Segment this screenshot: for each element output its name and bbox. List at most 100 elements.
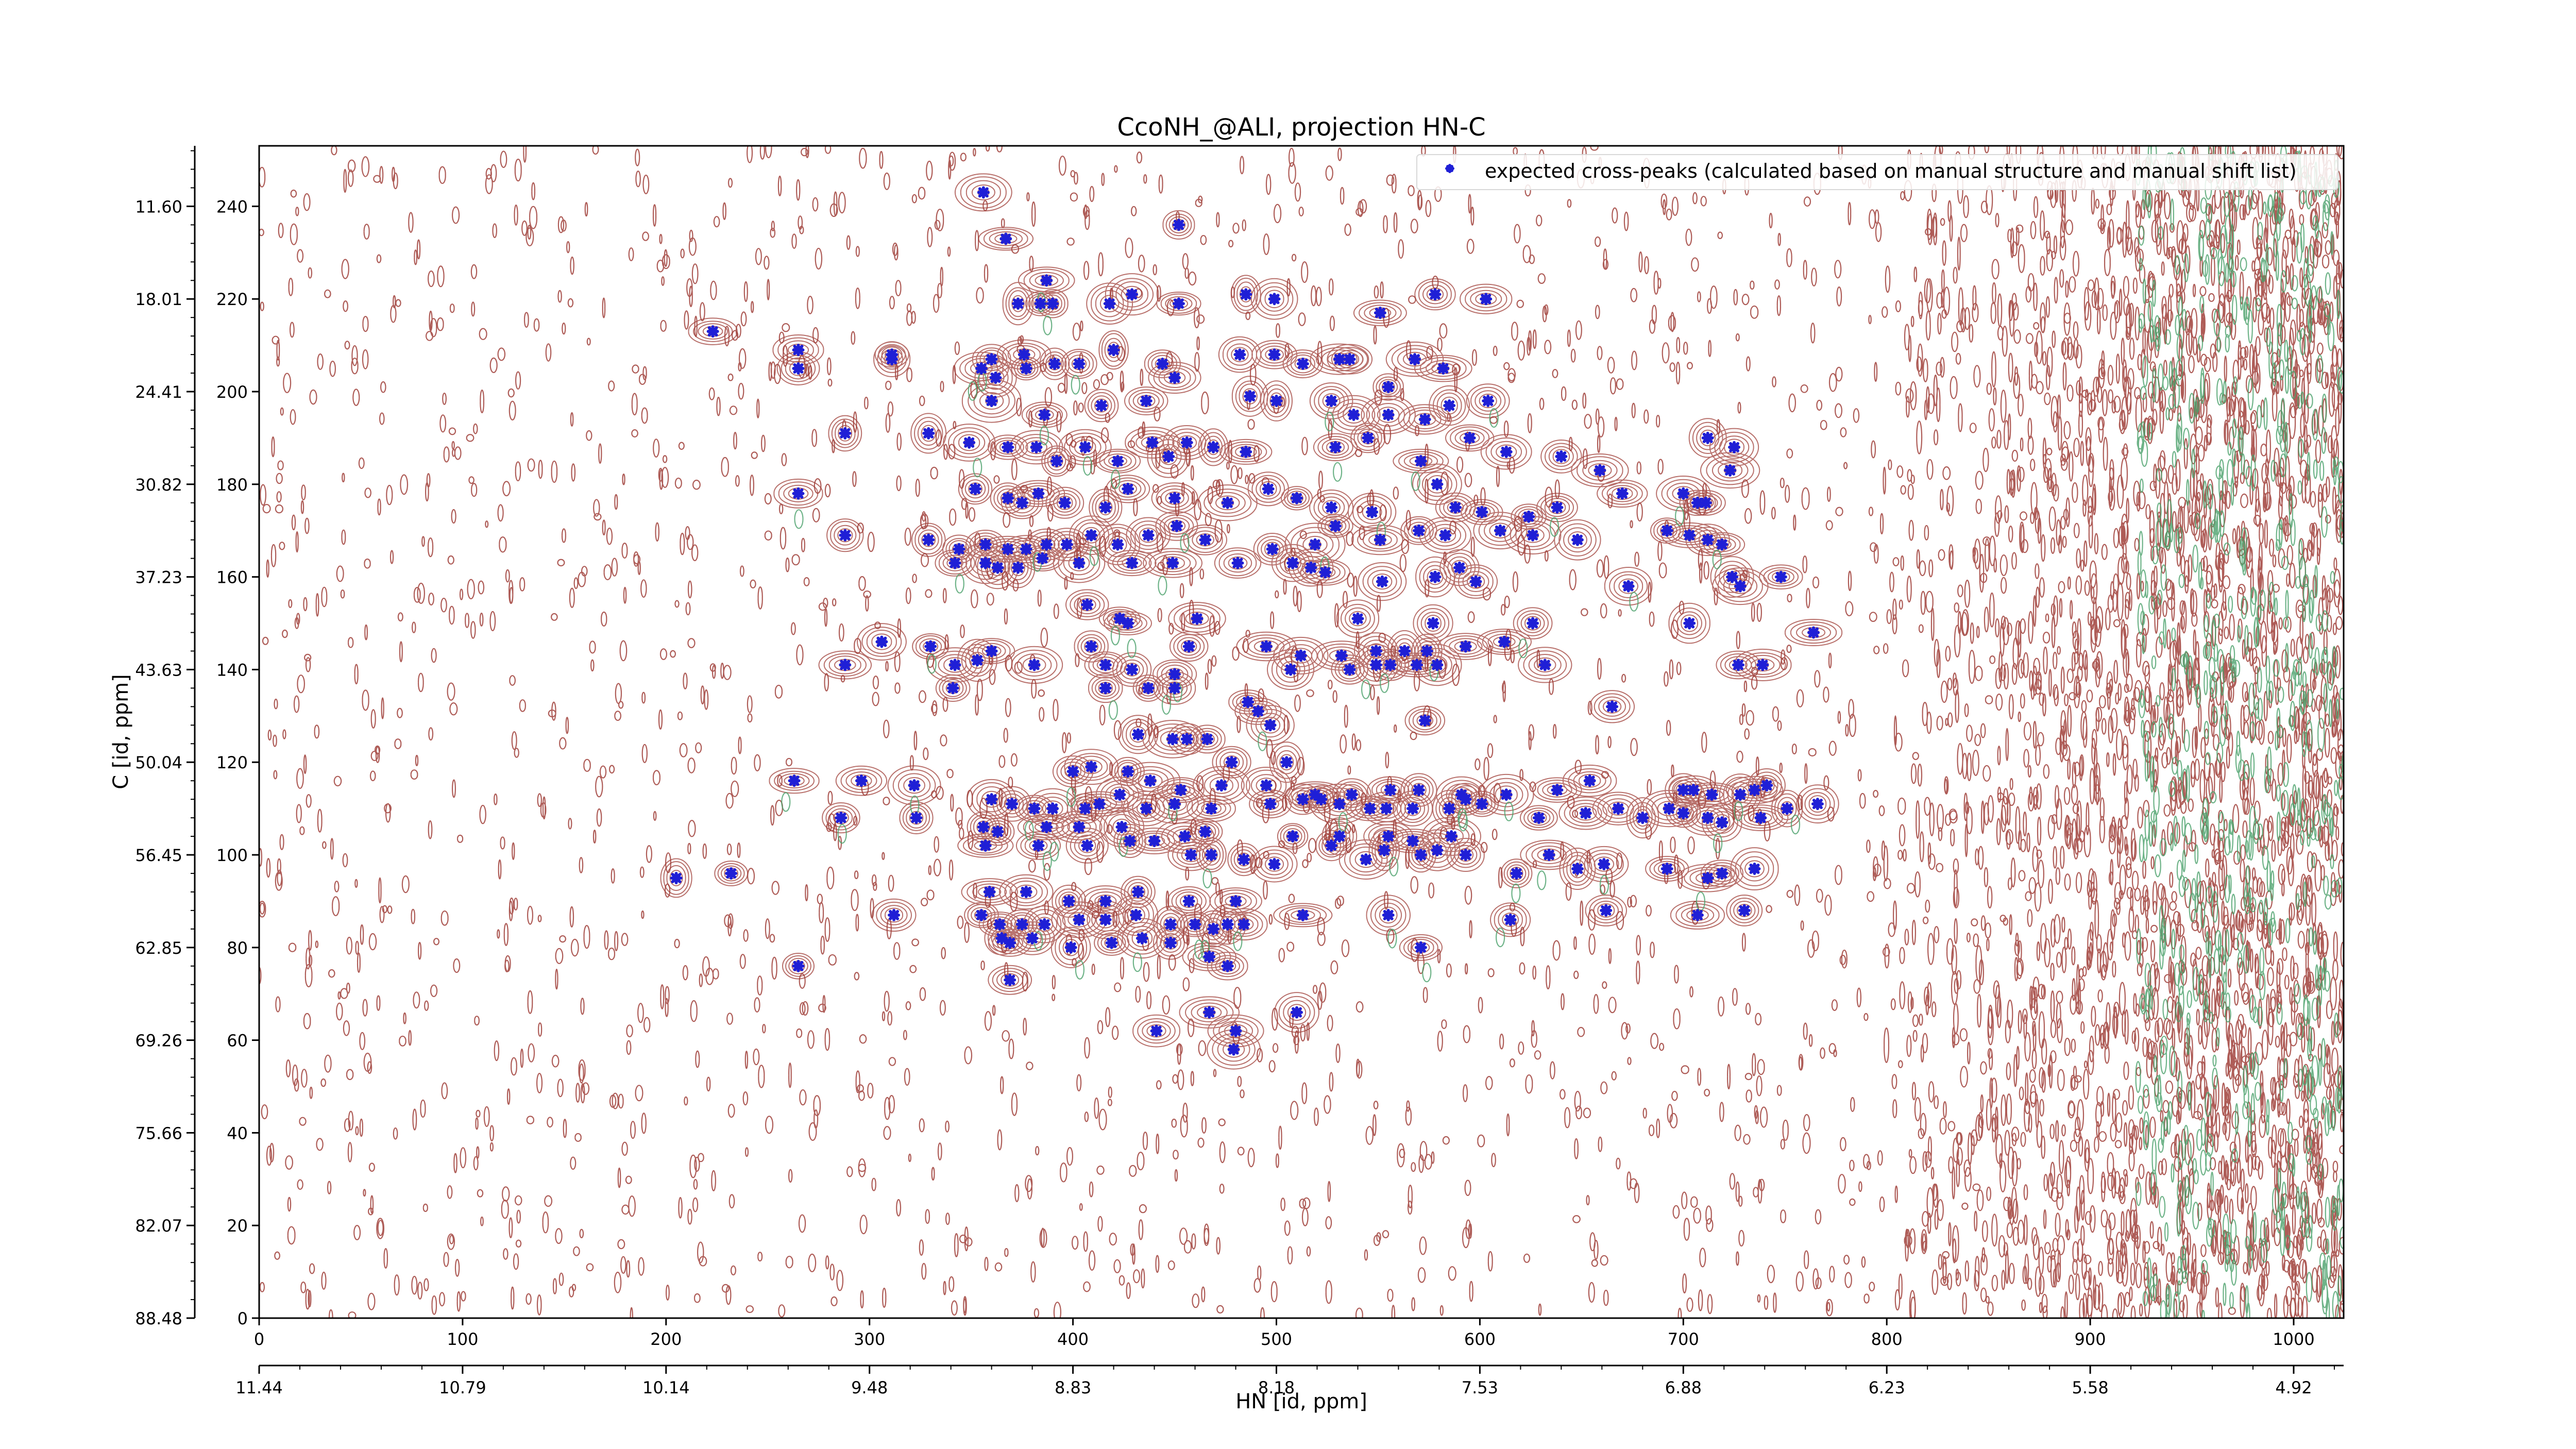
peak-marker [1725, 466, 1735, 475]
peak-marker [971, 484, 980, 494]
peak-marker [1018, 920, 1027, 929]
legend: expected cross-peaks (calculated based o… [1417, 155, 2338, 190]
peak-marker [1481, 294, 1490, 304]
peak-marker [1001, 234, 1010, 243]
peak-marker [840, 660, 850, 669]
peak-marker [1638, 813, 1647, 822]
peak-marker [1361, 855, 1370, 864]
y-tick-label: 60 [227, 1031, 248, 1051]
peak-marker [1599, 860, 1608, 869]
peak-marker [672, 873, 681, 883]
peak-marker [1496, 526, 1505, 535]
peak-marker [1170, 669, 1179, 679]
peak-marker [889, 911, 899, 920]
peak-marker [993, 827, 1002, 836]
peak-marker [793, 345, 803, 355]
peak-marker [1187, 850, 1196, 860]
peak-marker [1066, 943, 1076, 952]
peak-marker [1465, 433, 1475, 443]
peak-marker [977, 911, 986, 920]
peak-marker [1701, 498, 1710, 508]
peak-marker [1168, 734, 1177, 744]
y-tick-label: 220 [216, 290, 248, 309]
peak-marker [1184, 897, 1194, 906]
peak-marker [1131, 911, 1141, 920]
peak-marker [1607, 702, 1617, 711]
peak-marker [1345, 355, 1354, 364]
ppm-y-tick-label: 30.82 [135, 475, 182, 495]
peak-marker [1282, 757, 1291, 767]
peak-marker [1231, 897, 1241, 906]
peak-marker [1286, 665, 1295, 674]
peak-marker [1422, 646, 1432, 655]
peak-marker [1386, 785, 1395, 795]
peak-marker [1431, 290, 1440, 299]
peak-marker [1545, 850, 1554, 860]
peak-marker [887, 355, 896, 364]
peak-marker [1170, 683, 1179, 693]
peak-marker [1307, 563, 1316, 572]
peak-marker [1400, 646, 1409, 655]
peak-marker [1105, 299, 1114, 308]
peak-marker [1087, 642, 1096, 651]
peak-marker [1095, 799, 1104, 808]
ppm-x-tick-label: 10.79 [439, 1378, 486, 1397]
peak-marker [1331, 521, 1340, 531]
peak-marker [1345, 665, 1354, 674]
ppm-y-tick-label: 24.41 [135, 382, 182, 402]
peak-marker [1298, 359, 1308, 368]
peak-marker [1298, 911, 1308, 920]
peak-marker [973, 655, 982, 665]
peak-marker [836, 813, 845, 822]
peak-marker [1335, 832, 1344, 841]
peak-marker [1022, 364, 1031, 373]
peak-marker [1164, 452, 1173, 461]
peak-marker [993, 563, 1002, 572]
peak-marker [1414, 785, 1423, 795]
peak-marker [1416, 943, 1426, 952]
peak-marker [1412, 660, 1421, 669]
peak-marker [987, 795, 996, 804]
peak-marker [1042, 822, 1051, 832]
peak-marker [995, 920, 1004, 929]
peak-marker [1502, 447, 1511, 457]
peak-marker [1101, 660, 1110, 669]
peak-marker [1432, 480, 1442, 489]
x-tick-label: 200 [650, 1329, 682, 1349]
peak-marker [1064, 897, 1074, 906]
x-tick-label: 900 [2075, 1329, 2106, 1349]
peak-marker [1663, 864, 1672, 873]
peak-marker [1209, 924, 1218, 934]
peak-marker [1384, 410, 1393, 419]
y-tick-label: 0 [238, 1309, 248, 1328]
peak-marker [1022, 887, 1031, 897]
peak-marker [1127, 290, 1137, 299]
peak-marker [1410, 355, 1419, 364]
peak-marker [1207, 850, 1216, 860]
peak-marker [1030, 804, 1039, 813]
peak-marker [964, 438, 974, 447]
peak-marker [1082, 841, 1092, 850]
peak-marker [1624, 582, 1633, 591]
peak-marker [1036, 299, 1045, 308]
peak-marker [1337, 651, 1346, 660]
peak-marker [857, 776, 866, 785]
peak-marker [1376, 535, 1385, 545]
peak-marker [1420, 415, 1430, 424]
peak-marker [1223, 962, 1232, 971]
peak-marker [1233, 559, 1242, 568]
ppm-x-tick-label: 8.83 [1055, 1378, 1091, 1397]
x-tick-label: 300 [854, 1329, 885, 1349]
peak-marker [1182, 438, 1192, 447]
peak-marker [1172, 521, 1181, 531]
peak-marker [1573, 864, 1582, 873]
peak-marker [877, 637, 886, 646]
peak-marker [1241, 447, 1250, 457]
peak-marker [1500, 637, 1509, 646]
peak-marker [1585, 776, 1595, 785]
peak-marker [790, 776, 799, 785]
peak-marker [1512, 869, 1521, 878]
ppm-y-tick-label: 43.63 [135, 660, 182, 680]
peak-marker [1028, 934, 1037, 943]
peak-marker [1223, 920, 1232, 929]
